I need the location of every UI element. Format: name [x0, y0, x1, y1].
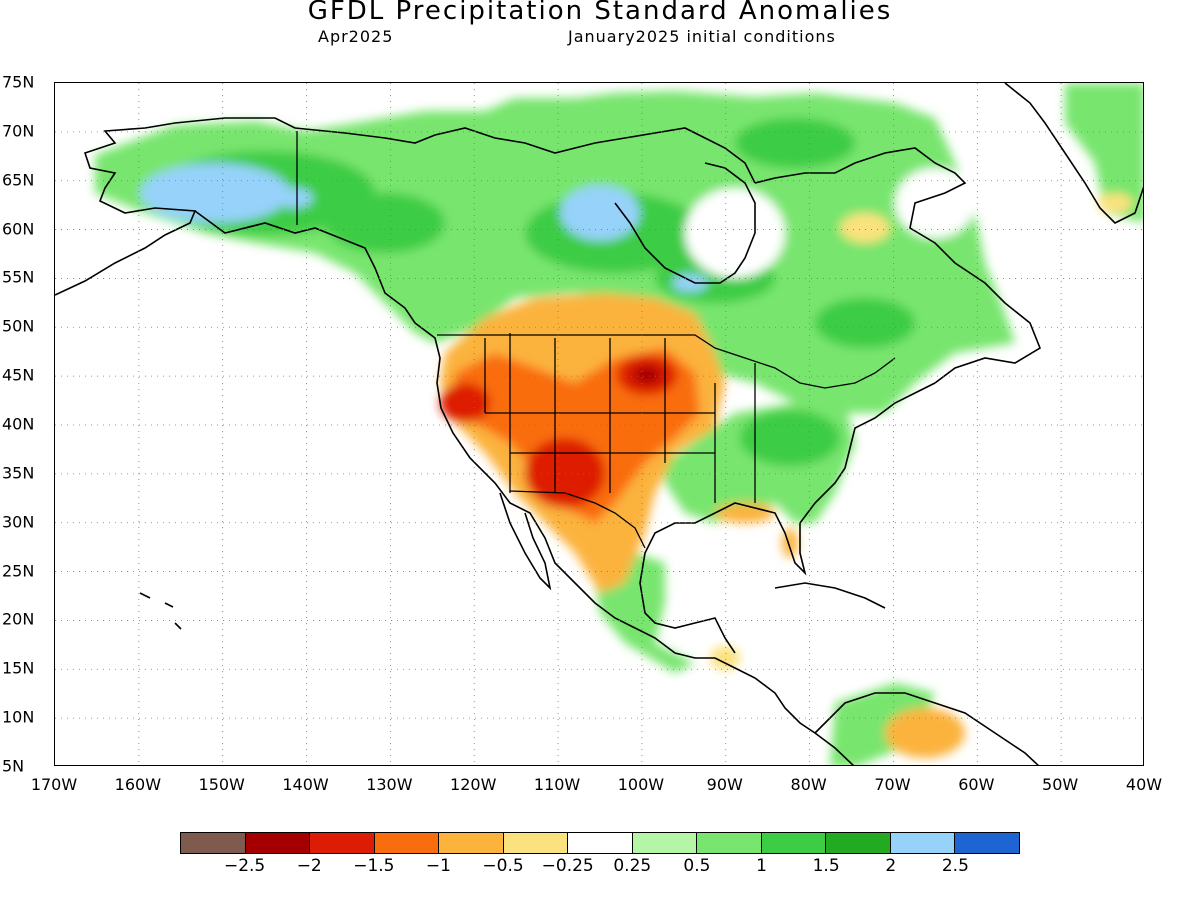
legend-tick-label: −0.25: [541, 856, 594, 876]
legend-swatch: [761, 833, 827, 853]
map-canvas: [55, 83, 1143, 765]
legend-swatch: [245, 833, 311, 853]
anomaly-region-dry-gulf: [715, 503, 775, 523]
coastline-labrador: [754, 147, 1041, 384]
lon-tick-label: 100W: [617, 775, 665, 794]
anomaly-region-dry-southwest: [525, 438, 605, 508]
lon-tick-label: 120W: [450, 775, 497, 794]
legend-swatch: [697, 833, 762, 853]
anomaly-region-wet-quebec: [815, 298, 915, 348]
lat-tick-label: 30N: [2, 512, 35, 532]
anomaly-region-wet-baffin: [735, 118, 855, 168]
anomaly-shading: [95, 83, 1143, 765]
legend-swatch: [568, 833, 633, 853]
legend-swatch: [890, 833, 956, 853]
legend-tick-label: 0.5: [683, 856, 711, 876]
coastline-south-america: [814, 692, 1040, 765]
lat-tick-label: 40N: [2, 414, 35, 434]
anomaly-region-wet-ontario-strong: [672, 274, 708, 292]
legend-swatch: [374, 833, 440, 853]
anomaly-region-dry-california: [440, 383, 490, 423]
legend-tick-label: −1.5: [353, 856, 395, 876]
border-us-mexico: [509, 490, 646, 549]
legend-tick-label: −0.5: [482, 856, 524, 876]
lon-tick-label: 110W: [533, 775, 581, 794]
coastlines: [55, 83, 1143, 765]
state-lines: [484, 333, 756, 503]
legend-swatch: [503, 833, 569, 853]
legend-swatch: [181, 833, 246, 853]
coastline-hudson-bay: [614, 162, 756, 284]
lat-tick-label: 35N: [2, 463, 35, 483]
coastline-alaska: [55, 117, 296, 296]
lat-tick-label: 55N: [2, 267, 35, 287]
legend-tick-label: 2: [885, 856, 897, 876]
legend-swatch: [955, 833, 1019, 853]
legend-tick-label: 2.5: [941, 856, 969, 876]
legend-tick-label: 0.25: [613, 856, 652, 876]
lat-tick-label: 45N: [2, 365, 35, 385]
legend-swatch: [826, 833, 891, 853]
anomaly-region-wet-alaska-strong: [140, 163, 290, 223]
map-panel: [54, 82, 1144, 766]
anomaly-region-dry-caribbean: [885, 708, 965, 758]
lon-tick-label: 50W: [1042, 775, 1079, 794]
anomaly-region-dry-labrador: [840, 213, 890, 243]
legend-swatch: [439, 833, 504, 853]
lon-tick-label: 40W: [1125, 775, 1163, 794]
color-legend: [180, 832, 1020, 854]
anomaly-region-wet-yukon: [325, 193, 445, 253]
lat-tick-label: 20N: [2, 609, 35, 629]
graticule: [55, 83, 1143, 765]
coastline-baja: [499, 492, 552, 591]
lon-tick-label: 150W: [198, 775, 245, 794]
coastline-greenland: [1004, 83, 1143, 224]
anomaly-region-wet-hudson-strong: [560, 185, 640, 241]
anomaly-region-wet-ohio: [740, 410, 840, 466]
lat-tick-label: 15N: [2, 658, 35, 678]
forecast-month: Apr2025: [318, 27, 394, 46]
border-us-canada: [437, 334, 896, 389]
lat-tick-label: 70N: [2, 121, 35, 141]
anomaly-region-neutral-hudson-bay: [685, 188, 785, 278]
lat-tick-label: 10N: [2, 707, 35, 727]
political-borders: [296, 131, 896, 549]
lon-tick-label: 130W: [366, 775, 413, 794]
lat-tick-label: 5N: [2, 756, 25, 776]
lon-tick-label: 80W: [790, 775, 827, 794]
legend-tick-label: 1.5: [812, 856, 840, 876]
initial-conditions-note: January2025 initial conditions: [568, 27, 836, 46]
anomaly-region-dry-strong-plains: [633, 366, 661, 384]
legend-swatch: [632, 833, 698, 853]
lat-tick-label: 50N: [2, 316, 35, 336]
legend-swatch: [310, 833, 375, 853]
coastline-hawaii: [139, 592, 182, 630]
lon-tick-label: 60W: [958, 775, 995, 794]
lon-tick-label: 70W: [874, 775, 911, 794]
coastline-north-canada: [294, 127, 756, 184]
lon-tick-label: 140W: [282, 775, 329, 794]
legend-tick-label: −2.5: [223, 856, 266, 876]
lat-tick-label: 75N: [2, 72, 35, 92]
anomaly-region-neutral-labrador-sea: [895, 168, 975, 238]
coastline-pacific: [194, 210, 855, 765]
anomaly-region-dry-central-america: [710, 646, 740, 670]
lat-tick-label: 60N: [2, 219, 35, 239]
lon-tick-label: 90W: [706, 775, 743, 794]
lon-tick-label: 170W: [30, 775, 78, 794]
legend-tick-label: 1: [756, 856, 767, 876]
map-title: GFDL Precipitation Standard Anomalies: [307, 0, 893, 26]
coastline-atlantic: [639, 382, 936, 654]
lon-tick-label: 160W: [114, 775, 162, 794]
anomaly-region-wet-yukon-strong: [277, 188, 313, 208]
lat-tick-label: 25N: [2, 561, 35, 581]
coastline-cuba: [774, 582, 886, 609]
anomaly-region-wet-greenland: [1065, 83, 1143, 223]
lat-tick-label: 65N: [2, 170, 35, 190]
legend-tick-label: −2: [296, 856, 322, 876]
anomaly-region-dry-greenland: [1097, 193, 1133, 213]
legend-tick-label: −1: [425, 856, 451, 876]
